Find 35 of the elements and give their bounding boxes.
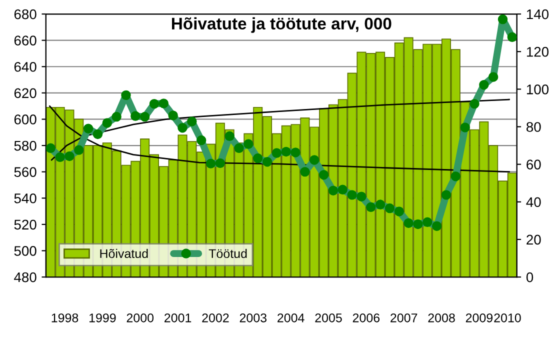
y-tick-label: 620 xyxy=(14,88,36,98)
legend-label: Hõivatud xyxy=(100,248,148,258)
y-tick-label: 680 xyxy=(14,9,36,20)
x-tick-label: 1998 xyxy=(52,313,78,322)
y2-tick-label: 80 xyxy=(526,122,541,132)
y-tick-label: 480 xyxy=(14,272,36,282)
x-tick-label: 2007 xyxy=(390,313,418,322)
chart-title: Hõivatute ja töötute arv, 000 xyxy=(172,17,392,33)
x-tick-label: 1999 xyxy=(89,313,116,322)
y-tick-label: 520 xyxy=(14,220,36,230)
y2-tick-label: 0 xyxy=(526,272,534,282)
x-tick-label: 2001 xyxy=(164,313,192,322)
y2-tick-label: 20 xyxy=(526,234,541,245)
y-tick-label: 640 xyxy=(14,62,36,72)
y2-tick-label: 40 xyxy=(526,197,541,208)
y-tick-label: 540 xyxy=(14,193,36,204)
x-tick-label: 2008 xyxy=(428,313,455,322)
y-tick-label: 600 xyxy=(14,114,36,124)
x-tick-label: 2009 xyxy=(466,313,493,322)
x-tick-label: 2005 xyxy=(315,313,342,322)
y2-tick-label: 100 xyxy=(526,84,549,94)
y-tick-label: 660 xyxy=(14,36,36,46)
x-tick-label: 2002 xyxy=(202,313,229,322)
y2-tick-label: 60 xyxy=(526,160,541,170)
y-tick-label: 560 xyxy=(14,167,36,177)
x-tick-label: 2000 xyxy=(126,313,154,322)
x-tick-label: 2010 xyxy=(494,313,521,322)
x-tick-label: 2006 xyxy=(352,313,380,322)
y2-tick-label: 120 xyxy=(526,46,549,57)
x-tick-label: 2003 xyxy=(240,313,266,322)
x-tick-label: 2004 xyxy=(278,313,304,322)
y-tick-label: 500 xyxy=(14,246,36,256)
legend-label: Töötud xyxy=(208,248,247,258)
y-tick-label: 580 xyxy=(14,140,36,151)
y2-tick-label: 140 xyxy=(526,9,549,20)
